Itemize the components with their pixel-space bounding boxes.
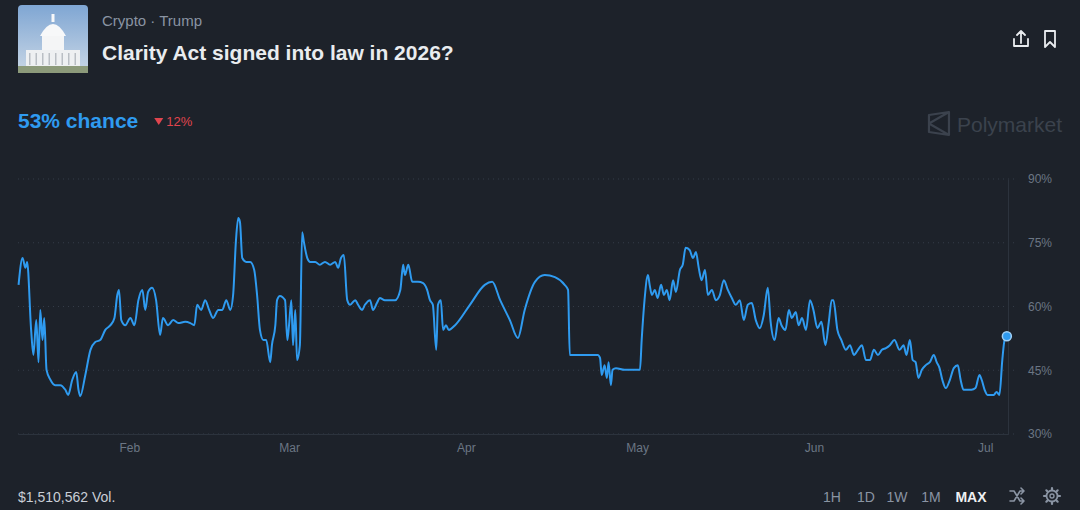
y-tick-label: 60% xyxy=(1028,300,1052,314)
watermark-logo xyxy=(929,112,949,135)
x-tick-label: Jun xyxy=(805,441,824,455)
bookmark-button[interactable] xyxy=(1045,31,1055,47)
icon-sky xyxy=(18,5,88,73)
last-point xyxy=(1002,332,1011,341)
change: 12% xyxy=(166,114,192,129)
bookmark-icon xyxy=(1045,31,1055,47)
x-tick: Apr xyxy=(457,434,476,455)
x-tick: Jun xyxy=(805,434,824,455)
icon-column xyxy=(42,53,44,65)
range-button[interactable]: 1M xyxy=(921,489,940,505)
x-tick: Mar xyxy=(279,434,300,455)
x-axis: Feb Mar Apr May Jun Jul xyxy=(19,434,1009,455)
gear-ring xyxy=(1047,491,1058,502)
plot-area xyxy=(19,218,1012,396)
icon-column xyxy=(49,53,51,65)
shuffle-icon xyxy=(1010,488,1024,504)
x-tick-label: May xyxy=(626,441,649,455)
icon-column xyxy=(68,53,70,65)
grid-line xyxy=(18,370,1016,371)
change-arrow xyxy=(154,118,163,125)
y-tick-label: 45% xyxy=(1028,364,1052,378)
grid-line xyxy=(18,306,1016,307)
icon-building xyxy=(26,50,80,68)
icon-ground xyxy=(18,66,88,73)
watermark: Polymarket xyxy=(957,113,1062,136)
volume: $1,510,562 Vol. xyxy=(18,489,115,505)
y-tick: 60% xyxy=(1008,300,1052,314)
x-tick: Feb xyxy=(119,434,140,455)
chart-page: Crypto · Trump Clarity Act signed into la… xyxy=(0,0,1080,510)
x-tick-label: Mar xyxy=(279,441,300,455)
range-button[interactable]: 1W xyxy=(887,489,909,505)
x-tick-label: Apr xyxy=(457,441,476,455)
y-tick: 30% xyxy=(1008,427,1052,441)
x-tick: Jul xyxy=(978,434,993,455)
share-button[interactable] xyxy=(1014,31,1028,46)
grid-line xyxy=(18,242,1016,243)
y-axis: 90% 75% 60% 45% 30% xyxy=(1008,172,1052,441)
y-tick-label: 30% xyxy=(1028,427,1052,441)
y-tick: 90% xyxy=(1008,172,1052,186)
icon-dome xyxy=(40,24,66,36)
x-axis-line xyxy=(19,434,1009,435)
x-tick-label: Jul xyxy=(978,441,993,455)
grid-line xyxy=(18,434,1016,435)
market-icon xyxy=(18,5,88,73)
breadcrumb: Crypto · Trump xyxy=(102,12,202,29)
y-axis-line xyxy=(1008,180,1009,435)
grid-line xyxy=(18,179,1016,180)
x-tick: May xyxy=(626,434,649,455)
gear-hub xyxy=(1050,494,1054,498)
icon-column xyxy=(75,53,77,65)
icon-drum xyxy=(42,34,64,50)
range-button[interactable]: 1H xyxy=(823,489,841,505)
icon-statue xyxy=(52,14,55,22)
shuffle-button[interactable] xyxy=(1010,488,1024,504)
x-tick-label: Feb xyxy=(119,441,140,455)
y-tick: 45% xyxy=(1008,364,1052,378)
title: Clarity Act signed into law in 2026? xyxy=(102,41,454,64)
range-button[interactable]: 1D xyxy=(857,489,875,505)
icon-column xyxy=(29,53,31,65)
settings-button[interactable] xyxy=(1044,488,1060,504)
icon-column xyxy=(55,53,57,65)
y-tick-label: 90% xyxy=(1028,172,1052,186)
icon-column xyxy=(62,53,64,65)
y-tick: 75% xyxy=(1008,236,1052,250)
grid xyxy=(18,179,1016,434)
background xyxy=(0,0,1080,510)
share-icon xyxy=(1014,31,1028,46)
range-button[interactable]: MAX xyxy=(955,489,987,505)
icon-column xyxy=(36,53,38,65)
chance: 53% chance xyxy=(18,109,138,132)
price-line xyxy=(19,218,1007,396)
y-tick-label: 75% xyxy=(1028,236,1052,250)
